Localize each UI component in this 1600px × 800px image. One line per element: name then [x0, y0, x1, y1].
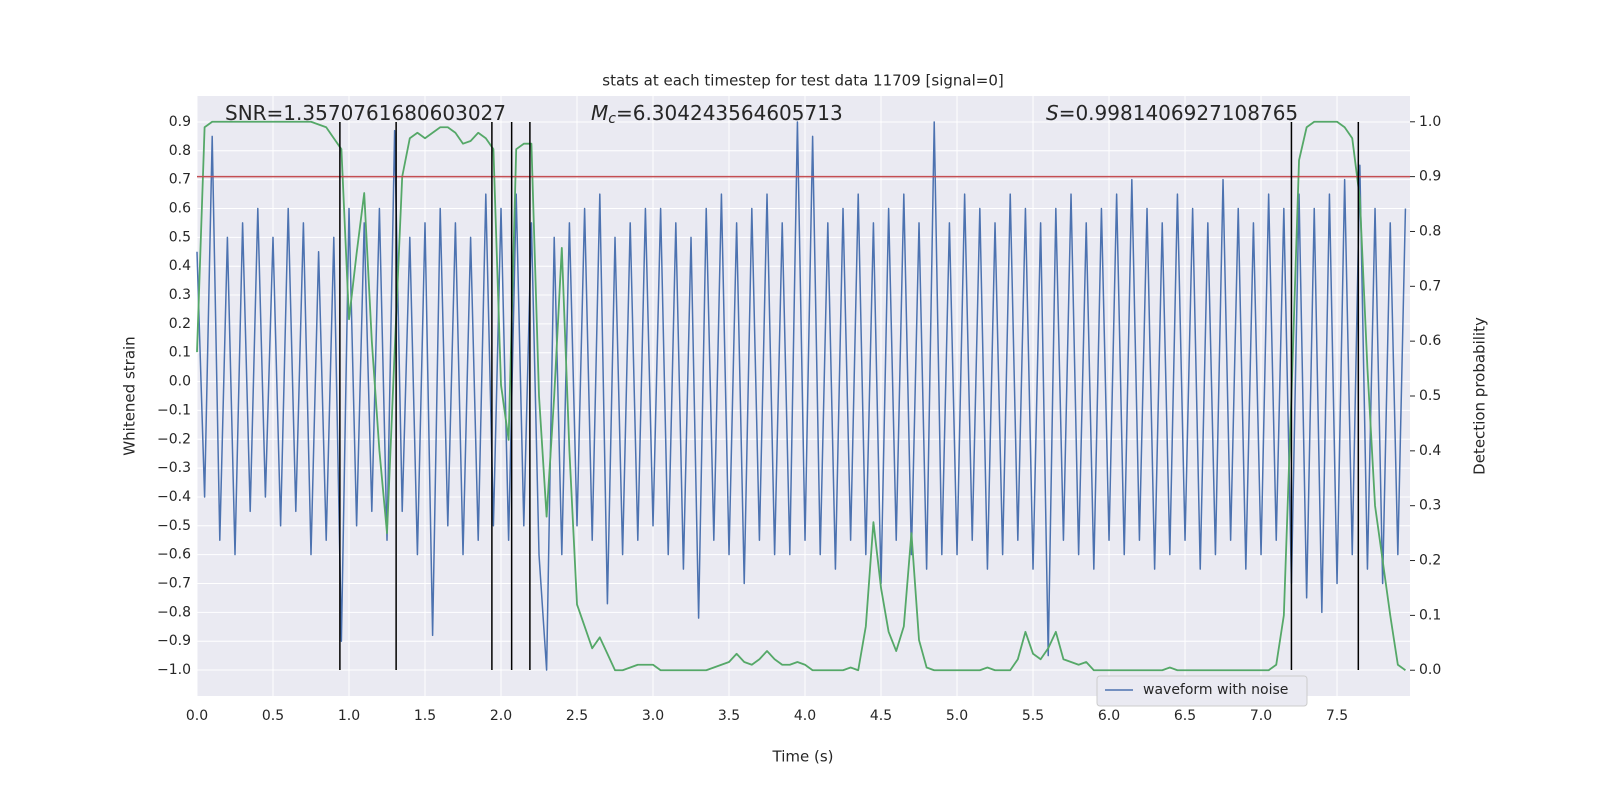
x-tick-label: 4.5	[870, 708, 892, 724]
y-tick-label: −0.2	[157, 431, 191, 447]
y-tick-label: −0.3	[157, 460, 191, 476]
x-tick-label: 7.0	[1250, 708, 1272, 724]
annotation-text: =0.9981406927108765	[1059, 101, 1298, 125]
y2-axis-label: Detection probability	[1471, 317, 1489, 475]
x-tick-label: 0.5	[262, 708, 284, 724]
x-tick-label: 5.5	[1022, 708, 1044, 724]
x-tick-label: 0.0	[186, 708, 208, 724]
y-tick-label: 0.4	[169, 258, 191, 274]
annotation-text: =6.304243564605713	[616, 101, 843, 125]
x-tick-label: 4.0	[794, 708, 816, 724]
annotation: SNR=1.3570761680603027	[225, 101, 506, 125]
x-tick-label: 5.0	[946, 708, 968, 724]
y-tick-label: −0.6	[157, 547, 191, 563]
y2-tick-label: 0.4	[1419, 443, 1441, 459]
annotation-text: SNR=1.3570761680603027	[225, 101, 506, 125]
x-tick-label: 1.5	[414, 708, 436, 724]
x-axis-label: Time (s)	[772, 748, 834, 766]
y-tick-label: 0.8	[169, 143, 191, 159]
x-tick-label: 1.0	[338, 708, 360, 724]
y-tick-label: 0.2	[169, 316, 191, 332]
y-tick-label: 0.1	[169, 345, 191, 361]
x-tick-label: 6.5	[1174, 708, 1196, 724]
y-tick-label: 0.7	[169, 172, 191, 188]
y2-tick-label: 0.9	[1419, 169, 1441, 185]
y2-tick-label: 0.5	[1419, 388, 1441, 404]
y-tick-label: −0.7	[157, 576, 191, 592]
y2-tick-label: 0.1	[1419, 607, 1441, 623]
x-tick-label: 3.0	[642, 708, 664, 724]
y-tick-label: −0.9	[157, 633, 191, 649]
y2-tick-label: 0.6	[1419, 333, 1441, 349]
annotation: Mc=6.304243564605713	[591, 101, 843, 128]
y-tick-label: 0.9	[169, 114, 191, 130]
y-tick-label: −0.8	[157, 604, 191, 620]
y-tick-label: −0.1	[157, 402, 191, 418]
annotation-symbol: S	[1046, 101, 1059, 125]
annotation: S=0.9981406927108765	[1046, 101, 1298, 125]
y-tick-label: −1.0	[157, 662, 191, 678]
y-tick-label: −0.5	[157, 518, 191, 534]
annotation-subscript: c	[608, 111, 616, 127]
y-tick-label: −0.4	[157, 489, 191, 505]
y-tick-label: 0.3	[169, 287, 191, 303]
y2-tick-label: 0.7	[1419, 278, 1441, 294]
y-tick-label: 0.5	[169, 229, 191, 245]
y2-tick-label: 0.2	[1419, 553, 1441, 569]
y-tick-label: 0.0	[169, 374, 191, 390]
x-tick-label: 7.5	[1326, 708, 1348, 724]
y-tick-label: 0.6	[169, 201, 191, 217]
x-tick-label: 6.0	[1098, 708, 1120, 724]
y2-tick-label: 1.0	[1419, 114, 1441, 130]
x-tick-label: 2.0	[490, 708, 512, 724]
y2-tick-label: 0.8	[1419, 223, 1441, 239]
x-tick-label: 2.5	[566, 708, 588, 724]
y2-tick-label: 0.0	[1419, 662, 1441, 678]
legend-box	[1096, 675, 1308, 707]
series-line	[196, 120, 1406, 672]
annotation-symbol: M	[591, 101, 608, 125]
x-tick-label: 3.5	[718, 708, 740, 724]
y2-tick-label: 0.3	[1419, 498, 1441, 514]
y-axis-label: Whitened strain	[121, 336, 139, 455]
legend-label: waveform with noise	[1143, 682, 1288, 698]
series-line	[196, 121, 1407, 671]
chart-title: stats at each timestep for test data 117…	[602, 72, 1003, 90]
